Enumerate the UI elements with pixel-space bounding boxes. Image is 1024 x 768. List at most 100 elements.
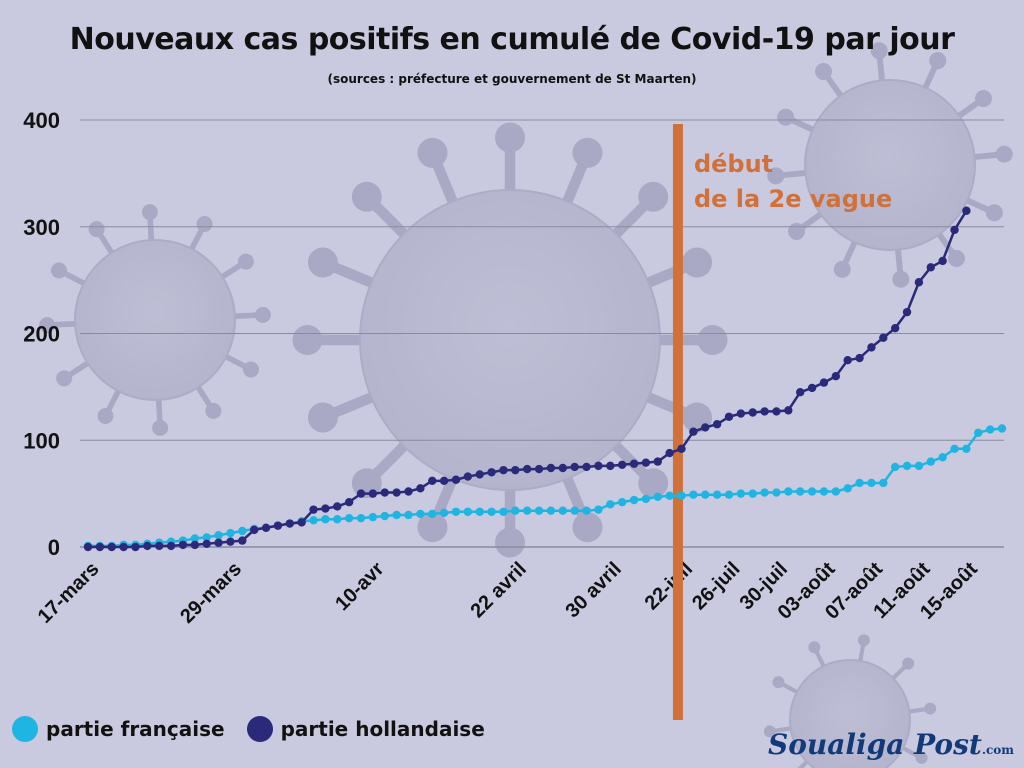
data-point-dutch [831,372,841,381]
data-point-french [724,490,734,499]
legend-label-dutch: partie hollandaise [280,717,485,741]
data-point-dutch [784,406,793,415]
data-point-dutch [333,502,342,511]
data-point-dutch [416,484,425,493]
data-point-french [439,508,449,518]
data-point-dutch [724,412,734,421]
data-point-dutch [594,461,603,471]
data-point-dutch [451,475,461,484]
data-point-dutch [475,470,484,479]
data-point-french [214,531,223,540]
data-point-french [867,478,876,488]
virus-silhouette [767,42,1013,288]
data-point-dutch [178,540,188,550]
x-tick-label: 26-juil [688,558,744,614]
legend: partie française partie hollandaise [12,716,507,742]
data-point-dutch [107,542,116,552]
data-point-dutch [606,461,615,471]
data-point-french [202,533,211,542]
x-tick-label: 10-avr [331,558,388,615]
data-point-dutch [511,465,520,475]
data-point-dutch [807,383,817,393]
data-point-dutch [356,489,366,498]
data-point-dutch [344,497,354,507]
x-tick-label: 22 avril [467,558,531,622]
data-point-french [416,509,425,519]
data-point-dutch [962,206,971,215]
data-point-french [511,506,520,515]
data-point-dutch [558,463,568,473]
data-point-french [665,491,674,500]
data-point-french [546,506,556,515]
data-point-french [428,509,437,519]
virus-silhouette [763,634,937,768]
data-point-dutch [321,504,330,513]
legend-item-french: partie française [12,716,225,742]
data-point-dutch [677,444,686,453]
data-point-french [570,506,579,515]
data-point-french [582,506,591,515]
data-point-dutch [736,409,746,418]
data-point-french [914,461,924,471]
virus-silhouette [292,122,728,558]
data-point-french [238,526,247,536]
data-point-dutch [273,521,283,530]
data-point-french [333,515,342,524]
data-point-french [950,444,959,453]
data-point-dutch [428,476,437,486]
data-point-french [772,488,781,497]
data-point-french [974,428,983,437]
data-point-dutch [214,538,223,547]
data-point-french [689,490,698,499]
data-point-dutch [546,463,556,473]
data-point-dutch [166,541,176,551]
data-point-dutch [926,263,935,272]
data-point-french [926,457,935,466]
data-point-french [831,487,841,496]
data-point-french [653,492,662,502]
data-point-dutch [819,378,829,387]
data-point-french [677,491,686,500]
second-wave-marker [672,124,683,720]
data-point-french [855,478,864,488]
data-point-dutch [155,541,164,551]
data-point-dutch [297,518,306,527]
data-point-french [606,500,615,509]
data-point-dutch [368,489,378,498]
data-point-dutch [463,472,473,481]
data-point-french [701,490,710,499]
x-tick-label: 30 avril [562,558,626,622]
brand-logo: Soualiga Post.com [768,728,1014,761]
data-point-dutch [249,525,259,535]
data-point-french [641,494,651,504]
x-tick-label: 17-mars [34,558,104,628]
data-point-dutch [285,519,294,528]
data-point-french [522,506,532,515]
data-point-dutch [202,539,211,548]
y-tick-label: 300 [23,215,60,240]
data-point-dutch [890,323,900,333]
data-point-dutch [499,465,508,475]
data-point-dutch [487,468,496,477]
data-point-french [784,487,793,496]
data-point-french [356,513,366,523]
y-tick-label: 400 [23,108,60,133]
data-point-french [594,505,603,514]
data-point-french [879,478,888,488]
data-point-dutch [404,487,413,496]
data-point-french [819,487,829,496]
x-tick-label: 29-mars [176,558,246,628]
data-point-dutch [617,460,627,470]
data-point-dutch [190,540,200,550]
data-point-french [997,424,1007,433]
data-point-french [890,462,900,472]
x-tick-label: 22-juil [641,558,697,614]
data-point-dutch [665,448,674,458]
data-point-dutch [238,536,247,545]
data-point-french [962,444,971,453]
y-tick-label: 200 [23,322,60,347]
data-point-dutch [689,427,698,436]
data-point-french [760,488,769,497]
data-point-french [629,495,639,505]
data-point-dutch [914,278,924,287]
